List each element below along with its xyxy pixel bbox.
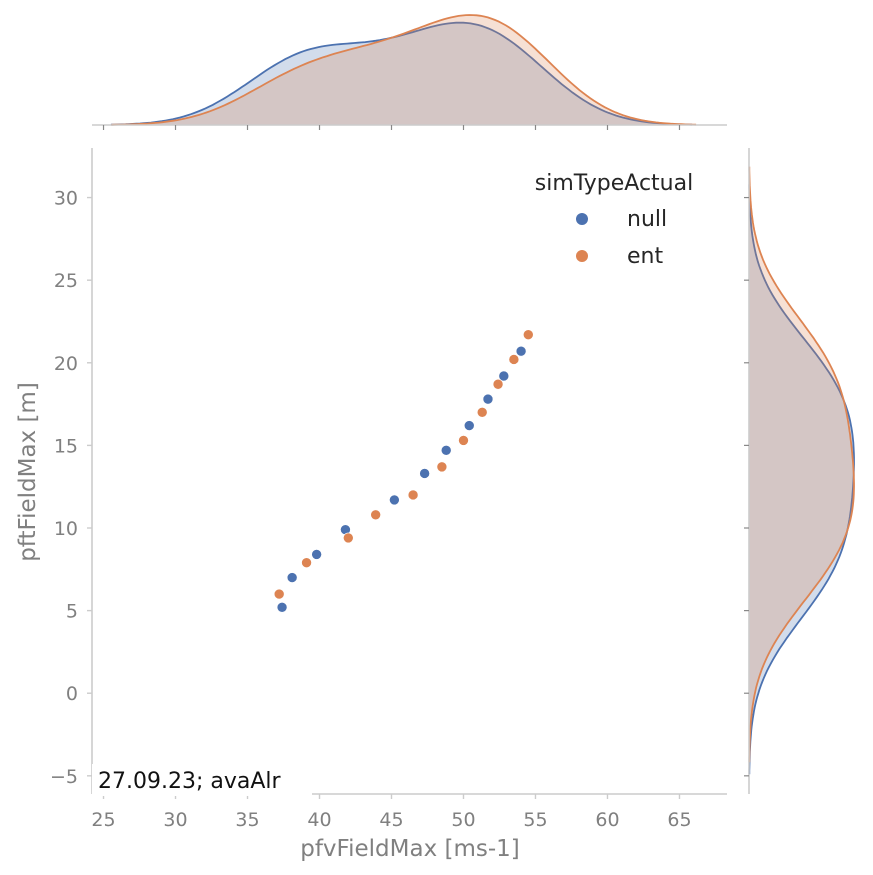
scatter-points xyxy=(273,329,534,613)
scatter-point-ent xyxy=(343,532,354,544)
legend-marker-null xyxy=(576,213,588,225)
right-kde-fill-null xyxy=(749,184,854,775)
x-tick-label: 35 xyxy=(235,809,259,831)
scatter-point-null xyxy=(482,393,494,405)
x-axis-label: pfvFieldMax [ms-1] xyxy=(300,836,520,862)
x-tick-label: 40 xyxy=(307,809,331,831)
y-tick-label: 25 xyxy=(54,270,78,292)
x-tick-label: 55 xyxy=(523,809,547,831)
scatter-point-null xyxy=(498,370,510,382)
top-kde-fill-null xyxy=(110,22,693,126)
legend-marker-ent xyxy=(576,250,588,262)
right-marginal-kde xyxy=(748,148,855,794)
x-tick-label: 60 xyxy=(595,809,619,831)
top-kde-fill-ent xyxy=(111,15,697,125)
y-tick-label: 0 xyxy=(66,683,78,705)
scatter-point-ent xyxy=(476,407,488,418)
legend-label-null: null xyxy=(627,207,667,232)
scatter-point-ent xyxy=(508,354,520,365)
scatter-point-ent xyxy=(522,329,534,340)
scatter-point-null xyxy=(311,549,322,560)
x-tick-label: 25 xyxy=(91,809,115,831)
scatter-point-null xyxy=(389,494,400,506)
y-tick-label: 10 xyxy=(54,518,78,540)
legend-title: simTypeActual xyxy=(535,171,693,196)
y-tick-label: 20 xyxy=(54,353,78,375)
scatter-point-ent xyxy=(458,435,469,446)
scatter-point-ent xyxy=(407,489,419,501)
y-tick-label: 15 xyxy=(54,435,78,457)
x-tick-label: 65 xyxy=(667,809,691,831)
scatter-point-ent xyxy=(436,461,448,473)
scatter-point-ent xyxy=(301,557,312,568)
y-tick-label: −5 xyxy=(50,766,78,788)
top-marginal-kde xyxy=(92,14,727,126)
scatter-point-null xyxy=(276,602,288,613)
y-tick-label: 30 xyxy=(54,188,78,210)
x-tick-label: 30 xyxy=(163,809,187,831)
annotation-text: 27.09.23; avaAlr xyxy=(98,769,282,794)
y-axis-label: pftFieldMax [m] xyxy=(15,382,41,562)
x-tick-label: 45 xyxy=(379,809,403,831)
right-kde-fill-ent xyxy=(749,166,854,763)
scatter-point-ent xyxy=(492,378,504,390)
x-tick-label: 50 xyxy=(451,809,475,831)
y-tick-label: 5 xyxy=(66,601,78,623)
axis-ticks: 25 30 35 40 45 50 55 60 65 −5 0 5 10 15 20 25 30 xyxy=(50,125,749,831)
legend: simTypeActual null ent xyxy=(535,171,693,269)
scatter-point-null xyxy=(463,420,475,431)
right-kde-line-ent xyxy=(748,166,855,763)
scatter-point-null xyxy=(515,345,527,357)
top-kde-line-ent xyxy=(111,14,697,126)
scatter-point-null xyxy=(286,572,298,583)
scatter-point-ent xyxy=(273,588,285,600)
scatter-point-null xyxy=(419,468,430,479)
legend-label-ent: ent xyxy=(627,244,663,269)
scatter-point-null xyxy=(440,445,452,456)
annotation-box xyxy=(92,764,312,796)
scatter-point-ent xyxy=(370,509,381,521)
